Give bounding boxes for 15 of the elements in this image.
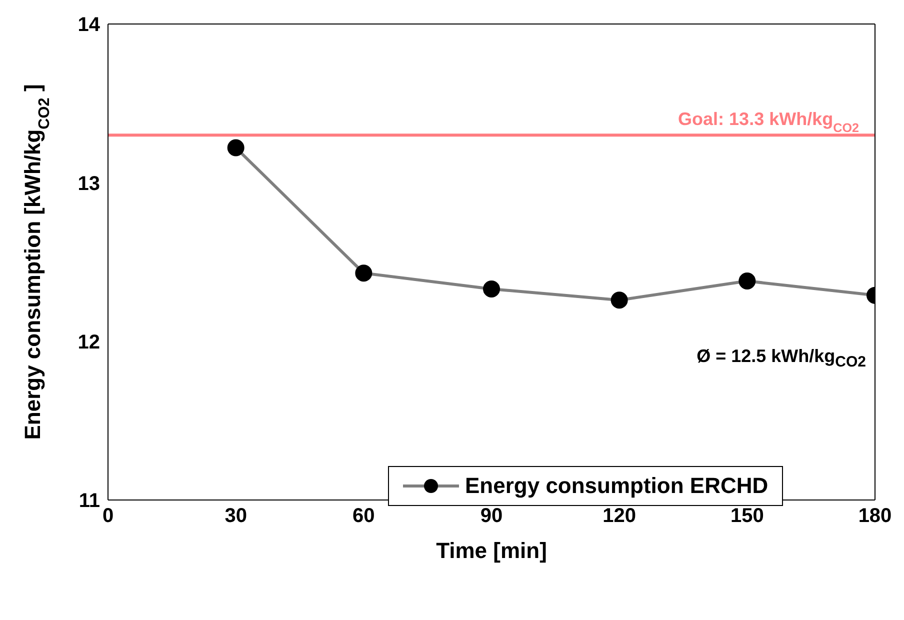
y-tick-label: 11	[78, 490, 100, 512]
x-tick-label: 60	[352, 505, 375, 528]
ref-line-label: Goal: 13.3 kWh/kg$_{CO2}$	[678, 109, 859, 136]
x-tick-label: 180	[858, 505, 892, 528]
x-tick-label: 150	[730, 505, 764, 528]
y-tick-label: 12	[78, 331, 100, 354]
y-tick-label: 13	[78, 172, 100, 195]
x-tick-label: 0	[102, 505, 114, 528]
annotation: Ø = 12.5 kWh/kg$_{CO2}$	[696, 346, 866, 371]
y-tick-label: 14	[78, 14, 101, 36]
x-tick-label: 120	[602, 505, 636, 528]
x-tick-label: 30	[224, 505, 247, 528]
x-axis-title: Time [min]	[436, 538, 547, 563]
x-tick-label: 90	[480, 505, 503, 528]
legend-label: Energy consumption ERCHD	[465, 473, 768, 499]
